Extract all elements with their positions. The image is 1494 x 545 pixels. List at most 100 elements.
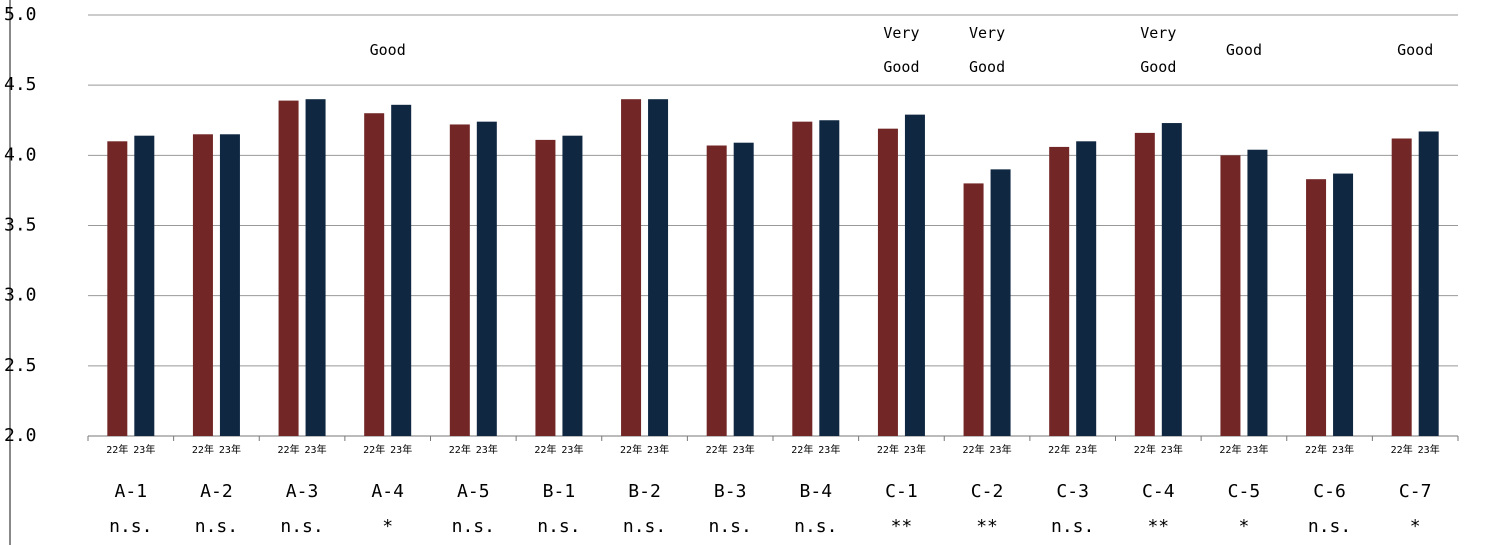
x-tick-label: C-1 [885,481,918,502]
series-label: 23年 [1418,443,1440,456]
bar [391,104,412,437]
annotation: Very Good [883,24,920,76]
series-label: 23年 [476,443,498,456]
significance-label: * [1410,516,1421,537]
significance-label: n.s. [794,516,837,537]
x-tick-label: C-3 [1056,481,1089,502]
significance-label: n.s. [1051,516,1094,537]
bar [562,135,583,437]
series-label: 22年 [877,443,899,456]
series-label: 22年 [192,443,214,456]
bar [219,134,240,437]
significance-label: n.s. [537,516,580,537]
bar [476,121,497,437]
series-label: 22年 [1391,443,1413,456]
series-label: 23年 [818,443,840,456]
annotation: Good [1225,41,1262,59]
series-label: 23年 [904,443,926,456]
bar [733,142,754,436]
series-label: 22年 [706,443,728,456]
series-label: 23年 [305,443,327,456]
bar [963,183,984,436]
bar [1306,179,1327,436]
bar [621,99,642,436]
y-tick-label: 2.5 [4,355,37,376]
series-label: 23年 [1332,443,1354,456]
series-label: 22年 [1305,443,1327,456]
series-label: 22年 [106,443,128,456]
bar [1333,173,1354,436]
significance-label: n.s. [709,516,752,537]
y-tick-label: 4.0 [4,144,37,165]
x-tick-label: C-7 [1399,481,1432,502]
bar [1391,138,1412,436]
x-tick-label: A-5 [457,481,490,502]
significance-label: ** [976,516,998,537]
bar [1049,146,1070,436]
series-label: 22年 [449,443,471,456]
bar [792,121,813,437]
bar [364,113,385,436]
significance-label: n.s. [280,516,323,537]
bar [706,145,727,436]
significance-label: n.s. [109,516,152,537]
bar [990,169,1011,436]
series-label: 23年 [1246,443,1268,456]
series-label: 23年 [1075,443,1097,456]
significance-label: ** [1147,516,1169,537]
significance-label: * [382,516,393,537]
series-label: 23年 [390,443,412,456]
x-tick-label: C-5 [1228,481,1261,502]
bar [535,139,556,436]
series-label: 22年 [620,443,642,456]
bar [192,134,213,437]
annotation: Very Good [969,24,1006,76]
bar [1247,149,1268,436]
y-tick-label: 4.5 [4,74,37,95]
bar [305,99,326,436]
significance-label: n.s. [623,516,666,537]
series-label: 22年 [363,443,385,456]
annotation: Good [369,41,406,59]
x-tick-label: A-2 [200,481,233,502]
bar [1161,123,1182,436]
bar [819,120,840,436]
x-tick-label: A-1 [115,481,148,502]
bar [449,124,470,437]
x-tick-label: B-3 [714,481,747,502]
annotation: Very Good [1140,24,1177,76]
series-label: 23年 [647,443,669,456]
significance-label: ** [891,516,913,537]
y-tick-label: 5.0 [4,4,37,25]
y-tick-label: 3.5 [4,215,37,236]
series-label: 23年 [133,443,155,456]
x-tick-label: B-1 [543,481,576,502]
y-tick-label: 2.0 [4,425,37,446]
series-label: 22年 [1048,443,1070,456]
bar [107,141,128,437]
significance-label: * [1239,516,1250,537]
bar [1076,141,1097,437]
series-label: 23年 [219,443,241,456]
series-label: 22年 [278,443,300,456]
series-label: 22年 [1219,443,1241,456]
bar [648,99,669,436]
x-tick-label: B-2 [628,481,661,502]
series-label: 22年 [1134,443,1156,456]
series-label: 23年 [990,443,1012,456]
series-label: 23年 [1161,443,1183,456]
bar [134,135,155,437]
significance-label: n.s. [1308,516,1351,537]
x-tick-label: C-4 [1142,481,1175,502]
significance-label: n.s. [195,516,238,537]
x-tick-label: B-4 [800,481,833,502]
series-label: 23年 [561,443,583,456]
bar [278,100,299,436]
bar [877,128,898,437]
annotation: Good [1397,41,1434,59]
series-label: 22年 [534,443,556,456]
series-label: 22年 [791,443,813,456]
series-label: 23年 [733,443,755,456]
